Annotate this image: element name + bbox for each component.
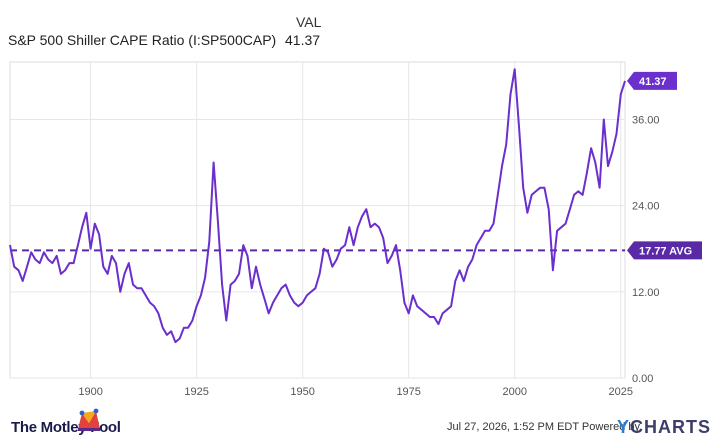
x-tick-label: 1975 (396, 386, 420, 398)
y-tick-label: 24.00 (632, 201, 660, 213)
last-value-badge (627, 71, 677, 90)
plot-frame (9, 61, 626, 379)
average-badge (627, 241, 702, 260)
average-badge-label: 17.77 AVG (639, 245, 692, 257)
y-tick-label: 0.00 (632, 373, 653, 385)
legend-series-name[interactable]: S&P 500 Shiller CAPE Ratio (I:SP500CAP) (8, 32, 277, 48)
ycharts-logo-y: Y (617, 417, 631, 437)
y-tick-label: 12.00 (632, 287, 660, 299)
x-tick-label: 1950 (290, 386, 314, 398)
jester-hat-icon (78, 408, 100, 431)
ycharts-logo-rest: CHARTS (630, 417, 712, 437)
motley-fool-logo: The Motley Fool (8, 408, 208, 439)
brand-name: The Motley Fool (11, 419, 121, 436)
legend-header: VAL (296, 14, 322, 30)
y-tick-label: 36.00 (632, 114, 660, 126)
x-tick-label: 1900 (78, 386, 102, 398)
chart-legend: VAL S&P 500 Shiller CAPE Ratio (I:SP500C… (0, 0, 420, 60)
legend-series-value: 41.37 (285, 32, 321, 48)
timestamp-text: Jul 27, 2026, 1:52 PM EDT Powered by (447, 421, 641, 433)
x-tick-label: 1925 (184, 386, 208, 398)
x-tick-label: 2025 (609, 386, 633, 398)
last-value-badge-label: 41.37 (639, 76, 667, 88)
ycharts-logo[interactable]: YCHARTS (617, 417, 711, 438)
x-tick-label: 2000 (502, 386, 526, 398)
cape-series-line (9, 68, 626, 344)
